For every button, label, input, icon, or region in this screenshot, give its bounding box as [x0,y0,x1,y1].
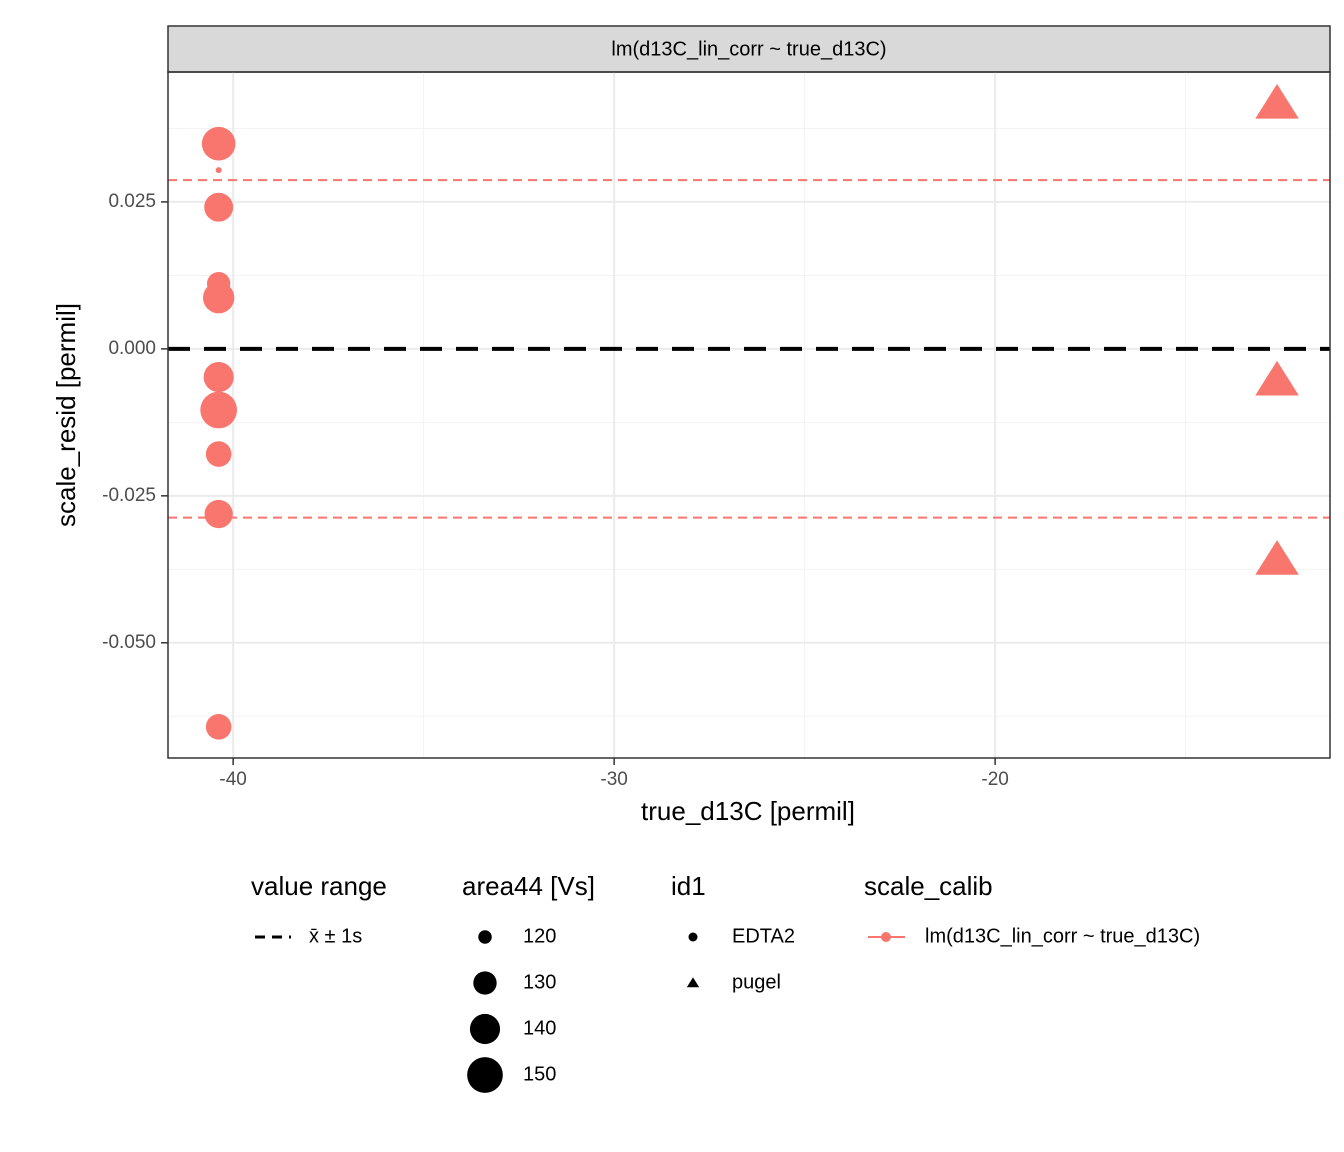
point [202,282,235,314]
legend-title: id1 [671,871,706,901]
legend-title: area44 [Vs] [462,871,595,901]
legend-size-key [469,1013,501,1045]
legend-label: x̄ ± 1s [309,925,362,947]
point [215,167,222,174]
legend-title: scale_calib [864,871,993,901]
y-tick-label: -0.025 [102,485,156,506]
strip-title: lm(d13C_lin_corr ~ true_d13C) [611,38,886,60]
point [205,441,232,467]
legend-label: 140 [523,1017,556,1039]
legend-label: 120 [523,925,556,947]
legend-title: value range [251,871,387,901]
point [1255,83,1299,119]
y-tick-label: 0.000 [108,338,156,359]
panel-border [167,71,1331,759]
point [200,391,238,429]
legend-shape-key [686,977,700,988]
strip [167,25,1331,73]
y-axis-label: scale_resid [permil] [51,303,81,527]
legend-size-key [478,930,492,944]
legend-color-key [881,932,891,942]
x-axis-label: true_d13C [permil] [641,796,855,826]
legend-label: EDTA2 [732,925,795,947]
x-tick-label: -40 [219,769,246,790]
point [203,362,234,393]
point [201,126,236,161]
legend-label: lm(d13C_lin_corr ~ true_d13C) [925,925,1200,947]
x-tick-label: -30 [600,769,627,790]
y-tick-label: -0.050 [102,632,156,653]
point [205,714,232,740]
point [1255,360,1299,396]
x-tick-label: -20 [981,769,1008,790]
legend-size-key [473,971,497,995]
point [1255,540,1299,575]
legend-label: pugel [732,971,781,993]
y-tick-label: 0.025 [108,191,156,212]
legend-label: 150 [523,1063,556,1085]
legend-label: 130 [523,971,556,993]
legend-size-key [467,1057,503,1093]
point [204,192,234,222]
point [204,499,233,529]
legend-shape-key [688,932,698,942]
